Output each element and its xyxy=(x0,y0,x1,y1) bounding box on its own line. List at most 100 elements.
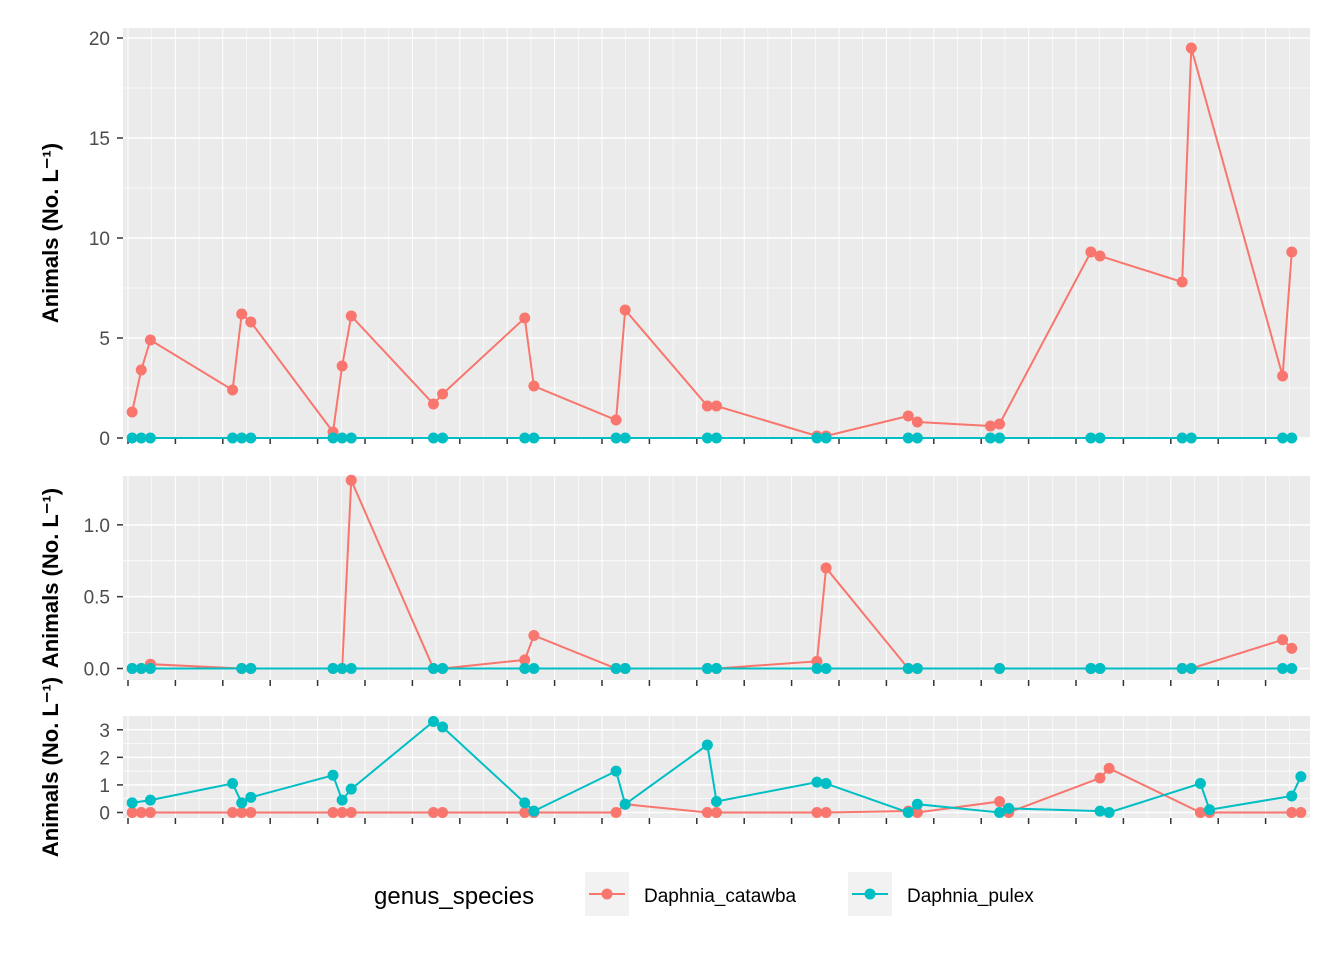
data-point xyxy=(1277,370,1289,382)
data-point xyxy=(236,432,248,444)
data-point xyxy=(336,432,348,444)
data-point xyxy=(1185,42,1197,54)
data-point xyxy=(1176,432,1188,444)
data-point xyxy=(1194,806,1206,818)
data-point xyxy=(528,663,540,675)
data-point xyxy=(336,360,348,372)
legend-entry-pulex: Daphnia_pulex xyxy=(848,872,1034,916)
data-point xyxy=(327,432,339,444)
data-point xyxy=(236,663,248,675)
legend-point-catawba xyxy=(601,888,613,900)
data-point xyxy=(245,663,257,675)
data-point xyxy=(227,384,239,396)
data-point xyxy=(345,663,357,675)
data-point xyxy=(1286,663,1298,675)
data-point xyxy=(437,806,449,818)
data-point xyxy=(427,432,439,444)
data-point xyxy=(984,432,996,444)
y-tick-label: 15 xyxy=(89,129,110,150)
data-point xyxy=(336,663,348,675)
y-tick-label: 1.0 xyxy=(84,516,110,537)
data-point xyxy=(427,398,439,410)
data-point xyxy=(437,388,449,400)
y-tick-label: 10 xyxy=(89,229,110,250)
data-point xyxy=(135,806,147,818)
data-point xyxy=(619,663,631,675)
data-point xyxy=(911,798,923,810)
data-point xyxy=(902,432,914,444)
legend-entry-catawba: Daphnia_catawba xyxy=(585,872,797,916)
data-point xyxy=(1286,806,1298,818)
data-point xyxy=(994,418,1006,430)
data-point xyxy=(701,739,713,751)
data-point xyxy=(1286,642,1298,654)
data-point xyxy=(437,663,449,675)
data-point xyxy=(711,806,722,818)
data-point xyxy=(911,416,923,428)
data-point xyxy=(144,663,156,675)
data-point xyxy=(528,629,540,641)
data-point xyxy=(327,663,339,675)
data-point xyxy=(701,400,713,412)
y-tick-label: 5 xyxy=(99,329,110,350)
data-point xyxy=(345,474,357,486)
y-tick-label: 20 xyxy=(89,29,110,50)
data-point xyxy=(245,806,257,818)
data-point xyxy=(1286,246,1298,258)
data-point xyxy=(1286,790,1298,802)
data-point xyxy=(701,432,713,444)
data-point xyxy=(227,806,239,818)
data-point xyxy=(1185,432,1197,444)
data-point xyxy=(519,806,531,818)
data-point xyxy=(245,316,257,328)
data-point xyxy=(519,663,531,675)
y-tick-label: 1 xyxy=(99,776,110,797)
data-point xyxy=(902,806,914,818)
data-point xyxy=(1277,432,1289,444)
y-tick-label: 3 xyxy=(99,721,110,742)
data-point xyxy=(711,795,722,807)
y-tick-label: 0 xyxy=(99,803,110,824)
data-point xyxy=(1003,802,1015,814)
data-point xyxy=(902,410,914,422)
data-point xyxy=(994,432,1006,444)
data-point xyxy=(227,432,239,444)
panel-background xyxy=(123,28,1310,438)
data-point xyxy=(345,310,357,322)
data-point xyxy=(245,791,257,803)
data-point xyxy=(610,432,622,444)
data-point xyxy=(610,414,622,426)
data-point xyxy=(1277,634,1289,646)
data-point xyxy=(902,663,914,675)
data-point xyxy=(345,432,357,444)
data-point xyxy=(820,806,832,818)
data-point xyxy=(135,364,147,376)
data-point xyxy=(336,806,348,818)
data-point xyxy=(528,432,540,444)
data-point xyxy=(126,406,138,418)
data-point xyxy=(236,806,248,818)
y-tick-label: 0 xyxy=(99,429,110,450)
legend-point-pulex xyxy=(864,888,876,900)
data-point xyxy=(1295,806,1307,818)
y-tick-label: 0.5 xyxy=(84,588,110,609)
data-point xyxy=(701,663,713,675)
data-point xyxy=(994,806,1006,818)
data-point xyxy=(984,420,996,432)
data-point xyxy=(437,432,449,444)
data-point xyxy=(144,806,156,818)
data-point xyxy=(528,380,540,392)
data-point xyxy=(820,432,832,444)
data-point xyxy=(437,721,449,733)
data-point xyxy=(811,776,823,788)
data-point xyxy=(610,663,622,675)
data-point xyxy=(994,663,1006,675)
data-point xyxy=(711,432,722,444)
data-point xyxy=(126,797,138,809)
data-point xyxy=(911,432,923,444)
data-point xyxy=(1176,276,1188,288)
data-point xyxy=(1103,806,1115,818)
data-point xyxy=(327,769,339,781)
data-point xyxy=(1204,804,1216,816)
